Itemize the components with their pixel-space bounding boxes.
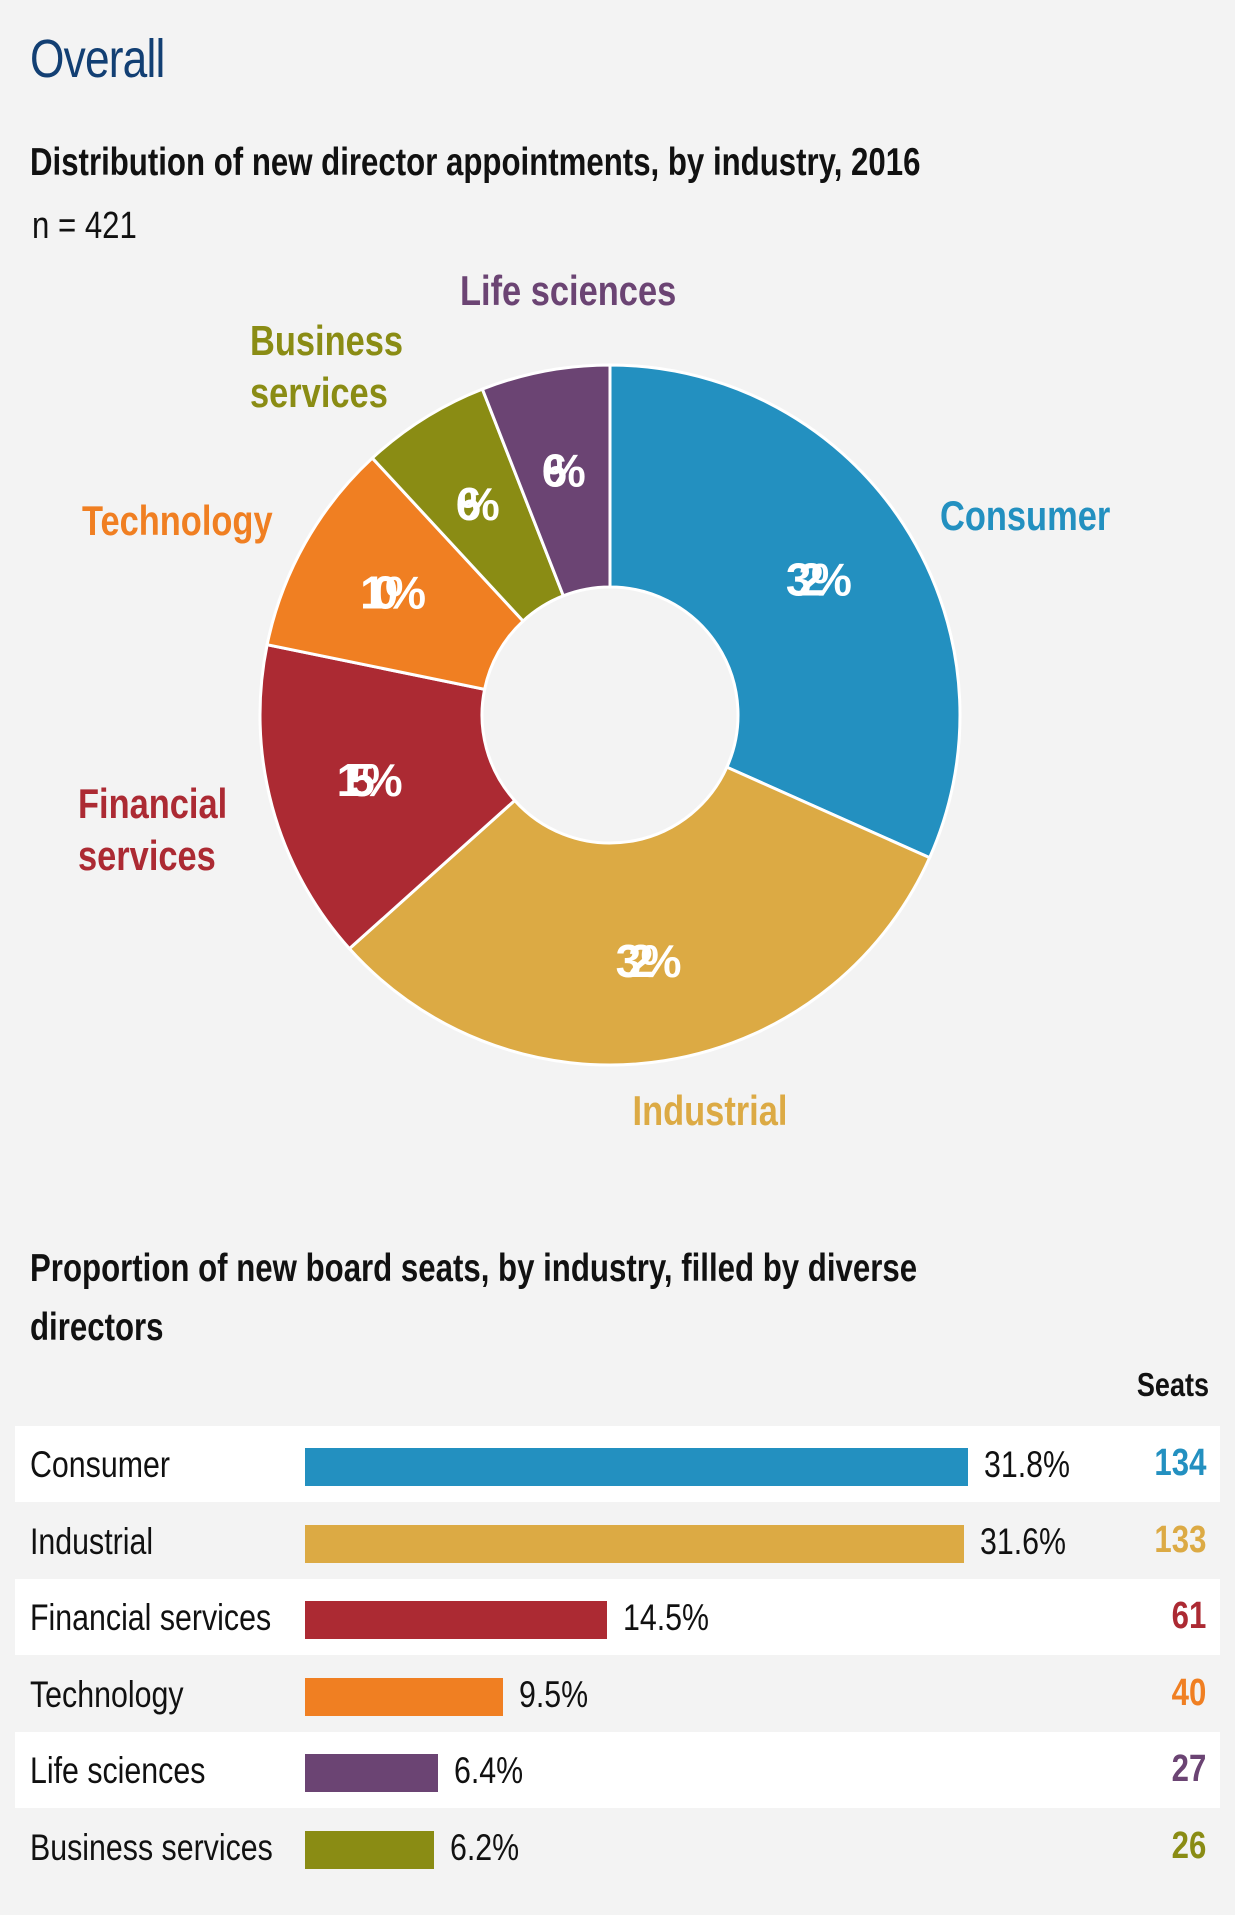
donut-value-label-industrial: 32% bbox=[616, 935, 682, 987]
bar-technology bbox=[305, 1677, 504, 1716]
bar-category-label: Financial services bbox=[30, 1597, 272, 1638]
donut-slice-financial-services bbox=[258, 642, 517, 951]
donut-category-label-technology: Technology bbox=[82, 498, 273, 545]
donut-category-label-financial-services: Financial services bbox=[78, 781, 227, 880]
bar-row-business-services: Business services 6.2% 26 bbox=[15, 1809, 1220, 1885]
bar-row-consumer: Consumer 31.8% 134 bbox=[15, 1426, 1220, 1502]
page-title: Overall bbox=[30, 29, 165, 89]
donut-value-label-life-sciences: 6% bbox=[542, 444, 586, 496]
bar-industrial bbox=[305, 1524, 964, 1563]
seats-value: 133 bbox=[1154, 1518, 1206, 1561]
seats-value: 26 bbox=[1171, 1824, 1206, 1867]
bar-value-label: 6.2% bbox=[450, 1826, 520, 1868]
bar-value-label: 6.4% bbox=[454, 1750, 524, 1791]
bar-life-sciences bbox=[305, 1754, 439, 1792]
bar-value-label: 31.8% bbox=[984, 1444, 1071, 1485]
bar-row-life-sciences: Life sciences 6.4% 27 bbox=[15, 1732, 1220, 1808]
seats-value: 40 bbox=[1171, 1671, 1206, 1714]
bar-category-label: Technology bbox=[30, 1673, 184, 1715]
bar-category-label: Life sciences bbox=[30, 1750, 206, 1791]
bar-category-label: Industrial bbox=[30, 1520, 154, 1562]
donut-value-label-technology: 10% bbox=[360, 567, 426, 619]
seats-value: 61 bbox=[1171, 1595, 1206, 1637]
bar-business-services bbox=[305, 1830, 435, 1869]
seats-value: 27 bbox=[1171, 1748, 1206, 1790]
donut-chart-title: Distribution of new director appointment… bbox=[30, 141, 921, 184]
bar-row-technology: Technology 9.5% 40 bbox=[15, 1656, 1220, 1732]
bar-consumer bbox=[305, 1448, 968, 1486]
donut-value-label-business-services: 6% bbox=[456, 478, 500, 530]
donut-slice-consumer bbox=[608, 363, 962, 860]
bar-category-label: Business services bbox=[30, 1826, 273, 1868]
bar-row-financial-services: Financial services 14.5% 61 bbox=[15, 1579, 1220, 1655]
donut-chart: 32% 32% 15% 10% 6% 6% Consumer Industrial Finan… bbox=[78, 268, 1110, 1135]
sample-size-label: n = 421 bbox=[32, 205, 137, 247]
donut-category-label-consumer: Consumer bbox=[940, 493, 1110, 540]
donut-category-label-business-services: Business services bbox=[250, 318, 403, 417]
bar-row-industrial: Industrial 31.6% 133 bbox=[15, 1503, 1220, 1579]
donut-category-label-industrial: Industrial bbox=[633, 1088, 788, 1135]
donut-slice-industrial bbox=[347, 765, 932, 1067]
donut-value-label-financial-services: 15% bbox=[337, 754, 403, 806]
bar-value-label: 9.5% bbox=[519, 1673, 589, 1715]
bar-chart-title: Proportion of new board seats, by indust… bbox=[30, 1247, 918, 1349]
seats-value: 134 bbox=[1154, 1442, 1206, 1484]
donut-category-label-life-sciences: Life sciences bbox=[460, 268, 676, 315]
donut-slice-life-sciences bbox=[480, 363, 612, 598]
donut-slice-technology bbox=[265, 455, 526, 692]
bar-financial-services bbox=[305, 1601, 608, 1639]
bar-category-label: Consumer bbox=[30, 1444, 170, 1485]
bar-value-label: 14.5% bbox=[623, 1597, 710, 1638]
bar-value-label: 31.6% bbox=[979, 1520, 1066, 1562]
donut-value-label-consumer: 32% bbox=[786, 553, 852, 605]
seats-column-header: Seats bbox=[1136, 1366, 1209, 1403]
